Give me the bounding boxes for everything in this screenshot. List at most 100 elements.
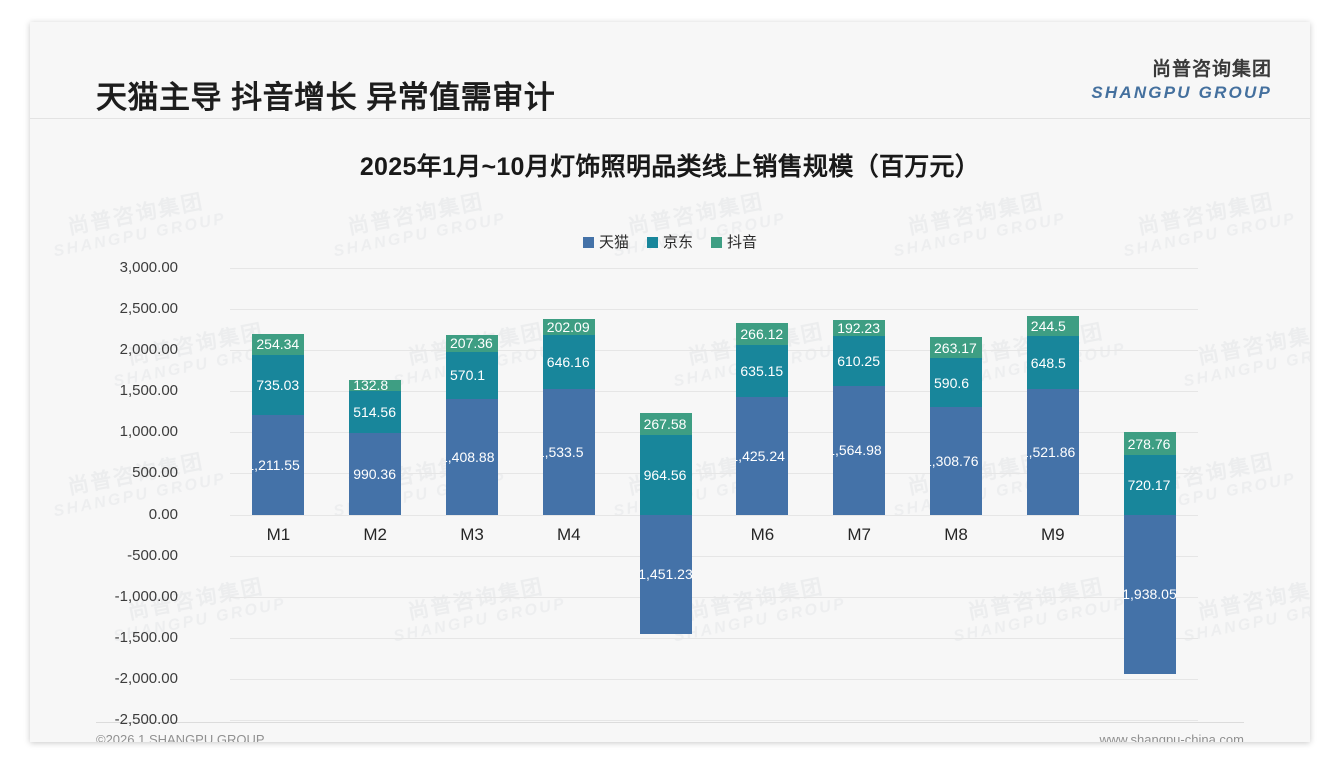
footer-divider — [96, 722, 1244, 723]
bar-label-clip: 514.56 — [349, 391, 401, 433]
bar-segment-天猫-M3[interactable]: 1,408.88 — [446, 398, 498, 515]
bar-segment-京东-M3[interactable]: 570.1 — [446, 351, 498, 399]
x-axis-tick-label: M1 — [266, 524, 291, 544]
bar-segment-天猫-M6[interactable]: 1,425.24 — [736, 397, 789, 515]
legend-label: 京东 — [662, 234, 693, 251]
chart-title: 2025年1月~10月灯饰照明品类线上销售规模（百万元） — [359, 153, 981, 181]
y-axis-tick-label: 2,000.00 — [119, 341, 178, 359]
bar-label-clip: 1,533.5 — [543, 389, 595, 515]
bar-label-clip: 735.03 — [252, 355, 304, 415]
bar-value-label: 1,308.76 — [930, 452, 979, 469]
gridline — [230, 555, 1198, 557]
bar-label-clip: 570.1 — [446, 352, 498, 399]
bar-segment-抖音-M2[interactable]: 132.8 — [349, 379, 402, 391]
x-axis-tick-label: M2 — [363, 524, 387, 544]
legend-label: 天猫 — [598, 234, 629, 251]
gridline — [230, 514, 1198, 516]
bar-value-label: 990.36 — [353, 465, 397, 482]
bar-label-clip: 990.36 — [349, 433, 401, 514]
gridline — [230, 350, 1198, 352]
bar-segment-京东-M5[interactable]: 964.56 — [639, 435, 692, 515]
bar-value-label: 1,425.24 — [736, 447, 785, 464]
bar-segment-天猫-M10[interactable]: -1,938.05 — [1123, 514, 1176, 674]
y-axis-tick-label: -2,000.00 — [114, 669, 178, 687]
legend-swatch-icon — [711, 237, 722, 248]
legend-item-京东[interactable]: 京东 — [646, 231, 693, 252]
bar-label-clip: 132.8 — [349, 380, 401, 391]
bar-segment-抖音-M8[interactable]: 263.17 — [930, 336, 982, 359]
bar-segment-抖音-M7[interactable]: 192.23 — [833, 319, 886, 336]
bar-segment-天猫-M2[interactable]: 990.36 — [349, 433, 402, 515]
bar-label-clip: 244.5 — [1027, 316, 1079, 336]
bar-segment-天猫-M7[interactable]: 1,564.98 — [833, 385, 886, 515]
bar-value-label: 263.17 — [934, 339, 977, 356]
y-axis-tick-label: -2,500.00 — [114, 711, 178, 728]
bar-segment-天猫-M8[interactable]: 1,308.76 — [930, 406, 982, 515]
bar-segment-天猫-M4[interactable]: 1,533.5 — [542, 388, 595, 515]
y-axis-tick-label: 3,000.00 — [119, 259, 178, 276]
x-axis-tick-label: M9 — [1040, 524, 1065, 544]
bar-value-label: 1,564.98 — [833, 442, 882, 459]
bar-segment-天猫-M5[interactable]: -1,451.23 — [639, 514, 692, 634]
bar-label-clip: 646.16 — [543, 335, 595, 388]
bar-value-label: 648.5 — [1030, 354, 1066, 371]
y-axis-tick-label: -500.00 — [127, 546, 178, 564]
bar-value-label: 570.1 — [450, 367, 486, 384]
bar-segment-抖音-M4[interactable]: 202.09 — [542, 318, 595, 336]
bar-segment-抖音-M9[interactable]: 244.5 — [1026, 316, 1079, 337]
legend-item-抖音[interactable]: 抖音 — [711, 231, 757, 252]
x-axis-tick-label: M8 — [944, 524, 968, 544]
bar-segment-抖音-M1[interactable]: 254.34 — [252, 333, 305, 355]
y-axis-tick-label: -1,500.00 — [114, 628, 178, 646]
bar-label-clip: 720.17 — [1124, 455, 1176, 514]
bar-label-clip: -1,938.05 — [1124, 515, 1176, 674]
x-axis-tick-label: M7 — [847, 524, 871, 544]
bar-segment-京东-M2[interactable]: 514.56 — [349, 390, 402, 434]
bar-label-clip: 1,408.88 — [446, 399, 498, 515]
bar-segment-天猫-M1[interactable]: 1,211.55 — [252, 414, 305, 515]
bar-value-label: -1,938.05 — [1123, 586, 1176, 603]
legend-item-天猫[interactable]: 天猫 — [582, 231, 629, 252]
bar-value-label: 635.15 — [740, 363, 784, 380]
bar-value-label: 610.25 — [837, 352, 881, 369]
legend-swatch-icon — [646, 237, 658, 248]
gridline — [230, 637, 1198, 639]
bar-segment-京东-M6[interactable]: 635.15 — [736, 345, 789, 398]
logo-english-text: SHANGPU GROUP — [1091, 83, 1272, 102]
bar-segment-京东-M9[interactable]: 648.5 — [1026, 336, 1079, 390]
bar-value-label: -1,451.23 — [639, 566, 692, 583]
bar-value-label: 1,211.55 — [252, 456, 300, 473]
bar-segment-抖音-M10[interactable]: 278.76 — [1123, 432, 1176, 456]
x-axis-tick-label: M6 — [750, 524, 775, 544]
bar-value-label: 132.8 — [353, 379, 389, 391]
bar-label-clip: 1,564.98 — [833, 386, 885, 515]
bar-value-label: 1,521.86 — [1027, 444, 1076, 460]
bar-value-label: 266.12 — [740, 326, 784, 343]
bar-value-label: 1,533.5 — [543, 443, 584, 460]
bar-value-label: 192.23 — [837, 319, 881, 336]
legend-label: 抖音 — [727, 234, 758, 251]
bar-label-clip: 267.58 — [640, 413, 692, 435]
bar-segment-抖音-M3[interactable]: 207.36 — [446, 334, 498, 352]
bar-value-label: 207.36 — [450, 335, 493, 352]
bar-segment-京东-M10[interactable]: 720.17 — [1123, 455, 1176, 515]
bar-segment-京东-M1[interactable]: 735.03 — [252, 354, 305, 415]
bar-segment-京东-M4[interactable]: 646.16 — [542, 335, 595, 389]
logo-chinese-text: 尚普咨询集团 — [1151, 59, 1272, 80]
bar-segment-京东-M7[interactable]: 610.25 — [833, 335, 886, 386]
gridline — [230, 720, 1198, 721]
slide-footer: ©2026.1 SHANGPU GROUP www.shangpu-china.… — [30, 722, 1310, 742]
chart-area: 天猫 京东 抖音 3,000.00 2,500.00 2,000.00 1,500.00 1… — [30, 118, 1310, 728]
bar-segment-抖音-M5[interactable]: 267.58 — [639, 413, 692, 436]
bar-segment-京东-M8[interactable]: 590.6 — [930, 358, 982, 407]
bar-label-clip: 1,211.55 — [252, 415, 304, 515]
gridline — [230, 309, 1198, 311]
bar-label-clip: 263.17 — [930, 337, 982, 359]
bar-label-clip: 590.6 — [930, 358, 982, 407]
bar-value-label: 964.56 — [643, 466, 687, 483]
y-axis-tick-label: -1,000.00 — [114, 587, 178, 605]
slide-header: 天猫主导 抖音增长 异常值需审计 尚普咨询集团 SHANGPU GROUP — [30, 22, 1310, 119]
page-title: 天猫主导 抖音增长 异常值需审计 — [96, 80, 556, 115]
bar-segment-抖音-M6[interactable]: 266.12 — [736, 323, 789, 346]
bar-segment-天猫-M9[interactable]: 1,521.86 — [1026, 389, 1079, 515]
